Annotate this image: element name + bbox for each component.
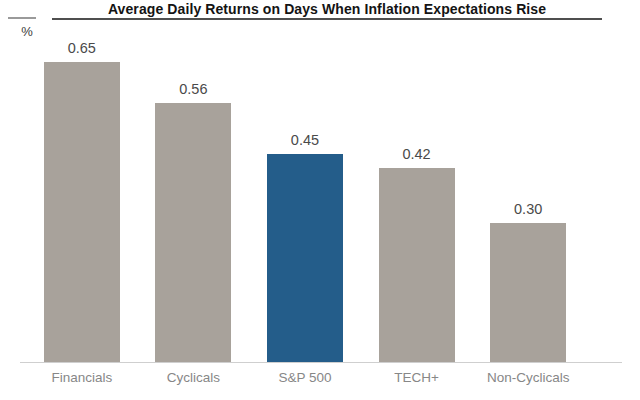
bar-column-s-p-500: 0.45 — [249, 40, 361, 362]
category-label-tech: TECH+ — [361, 370, 473, 385]
chart-page: Average Daily Returns on Days When Infla… — [0, 0, 640, 400]
value-label-tech: 0.42 — [402, 146, 430, 162]
bar-cyclicals — [155, 103, 231, 362]
value-label-s-p-500: 0.45 — [291, 132, 319, 148]
bar-column-tech: 0.42 — [361, 40, 473, 362]
bar-column-non-cyclicals: 0.30 — [472, 40, 584, 362]
category-labels-row: FinancialsCyclicalsS&P 500TECH+Non-Cycli… — [26, 370, 584, 385]
bar-column-financials: 0.65 — [26, 40, 138, 362]
value-label-financials: 0.65 — [68, 40, 96, 56]
y-axis-top-tick-line — [8, 17, 36, 19]
x-axis-line — [20, 362, 622, 363]
bar-non-cyclicals — [490, 223, 566, 362]
title-underline — [52, 18, 602, 20]
category-label-s-p-500: S&P 500 — [249, 370, 361, 385]
value-label-non-cyclicals: 0.30 — [514, 201, 542, 217]
y-axis-unit-label: % — [14, 24, 40, 39]
category-label-cyclicals: Cyclicals — [138, 370, 250, 385]
bars-container: 0.65 0.56 0.45 0.42 0.30 — [26, 40, 584, 362]
bar-column-cyclicals: 0.56 — [138, 40, 250, 362]
category-label-non-cyclicals: Non-Cyclicals — [472, 370, 584, 385]
bar-s-p-500 — [267, 154, 343, 362]
bar-financials — [44, 62, 120, 362]
category-label-financials: Financials — [26, 370, 138, 385]
value-label-cyclicals: 0.56 — [179, 81, 207, 97]
bar-tech — [379, 168, 455, 362]
chart-title: Average Daily Returns on Days When Infla… — [52, 1, 602, 17]
